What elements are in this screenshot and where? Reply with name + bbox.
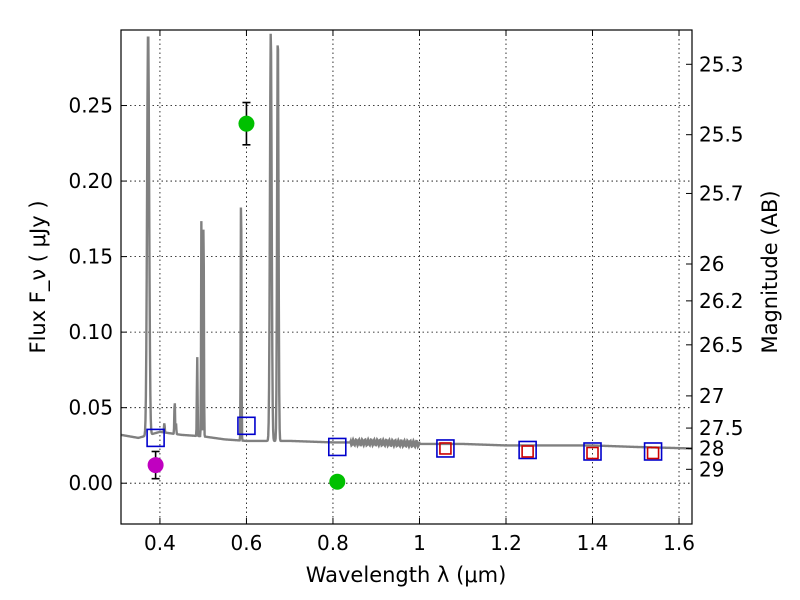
y2-tick-label: 25.3 [699,52,744,76]
observed-point [329,473,346,490]
x-tick-label: 1.4 [577,531,609,555]
y2-tick-label: 29 [699,457,724,481]
y-tick-label: 0.25 [68,94,113,118]
y2-tick-label: 27.5 [699,416,744,440]
y-tick-label: 0.20 [68,169,113,193]
model-flux-square [643,442,663,461]
red-flux-square [646,446,660,460]
x-tick-label: 0.4 [144,531,176,555]
red-flux-square [586,446,599,460]
y2-axis-title: Magnitude (AB) [758,190,782,353]
model-flux-square [237,416,256,436]
x-tick-label: 1.6 [663,531,695,555]
y2-tick-label: 25.5 [699,123,744,147]
y-axis-title: Flux F_ν ( μJy ) [26,200,51,353]
model-flux-square [327,437,347,457]
plot-frame [120,29,693,525]
model-flux-square [436,439,455,458]
x-tick-label: 1.2 [490,531,522,555]
x-tick-label: 0.6 [231,531,263,555]
plot-series [121,33,692,490]
x-tick-label: 1 [413,531,426,555]
x-axis-title: Wavelength λ (μm) [306,563,507,587]
spectrum-line [121,33,692,450]
x-tick-label: 0.8 [317,531,349,555]
model-flux-square [518,440,537,460]
y2-tick-label: 28 [699,436,724,460]
y2-tick-label: 25.7 [699,181,744,205]
red-flux-square [521,445,534,458]
y2-tick-label: 26.2 [699,289,744,313]
y2-tick-label: 26.5 [699,333,744,357]
model-flux-square [146,428,165,448]
y-tick-label: 0.15 [68,245,113,269]
observed-point [147,457,164,474]
y-tick-label: 0.10 [68,320,113,344]
grid [121,30,692,524]
red-flux-square [439,442,452,455]
observed-point [238,115,255,132]
y-tick-label: 0.00 [68,471,113,495]
y2-tick-label: 26 [699,252,724,276]
axis-ticks: 0.4 0.6 0.8 1 1.2 1.4 1.6 0.00 0.05 0.10 0.15 0.20 0… [68,30,744,555]
y2-tick-label: 27 [699,384,724,408]
model-flux-square [583,442,602,461]
y-tick-label: 0.05 [68,396,113,420]
